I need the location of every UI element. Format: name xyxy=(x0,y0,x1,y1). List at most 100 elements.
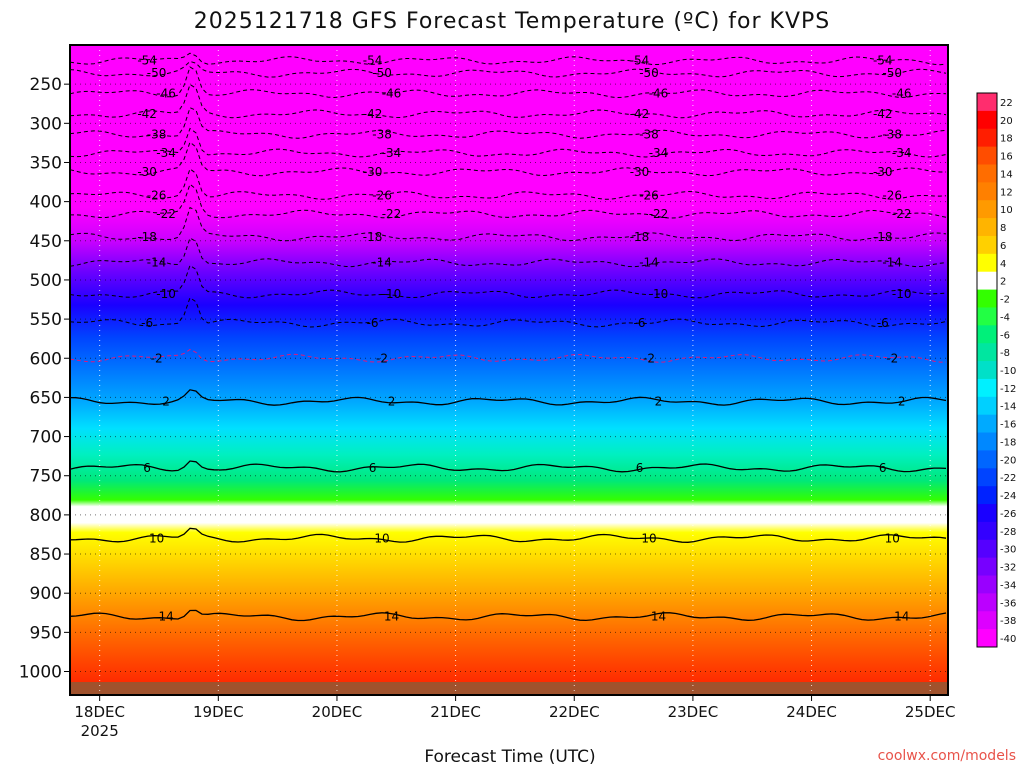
isotherm-line xyxy=(69,107,947,139)
colorbar-cell xyxy=(977,450,997,469)
plot-frame xyxy=(69,44,949,696)
isotherm-label: -30 xyxy=(630,165,650,179)
colorbar-cell xyxy=(977,575,997,594)
isotherm-label: -2 xyxy=(376,351,388,365)
x-tick-sublabel: 2025 xyxy=(81,722,119,740)
isotherm-label: -2 xyxy=(151,351,163,365)
colorbar-cell xyxy=(977,361,997,380)
colorbar-label: 6 xyxy=(1000,241,1006,252)
isotherm-contours: -54 -54 -54 -54-50 -50 -50 -50-46 -46 -46 -46-42-… xyxy=(69,52,947,624)
colorbar-label: -20 xyxy=(1000,455,1016,466)
y-tick-label: 1000 xyxy=(19,663,62,683)
isotherm-label: -22 xyxy=(382,207,402,221)
isotherm-label: -34 xyxy=(892,146,912,160)
y-tick-label: 900 xyxy=(30,584,62,604)
isotherm-label: -6 xyxy=(367,316,379,330)
isotherm-label: -34 xyxy=(156,146,176,160)
x-tick-label: 19DEC xyxy=(193,703,244,721)
colorbar-label: -8 xyxy=(1000,348,1010,359)
isotherm-line xyxy=(69,609,947,622)
isotherm-label: -10 xyxy=(892,287,912,301)
colorbar-label: -6 xyxy=(1000,330,1010,341)
isotherm-line xyxy=(69,60,947,78)
y-tick-label: 950 xyxy=(30,623,62,643)
y-tick-label: 650 xyxy=(30,388,62,408)
y-tick-label: 700 xyxy=(30,428,62,448)
isotherm-line xyxy=(69,141,946,177)
isotherm-label: -22 xyxy=(156,207,176,221)
isotherm-line xyxy=(69,183,947,219)
colorbar-cell xyxy=(977,271,997,291)
isotherm-label: -6 xyxy=(141,316,153,330)
colorbar-cell xyxy=(977,378,997,398)
colorbar-cell xyxy=(977,235,997,255)
isotherm-label: -6 xyxy=(877,316,889,330)
y-tick-label: 300 xyxy=(30,114,62,134)
colorbar-cell xyxy=(977,253,997,273)
isotherm-label: -38 xyxy=(372,127,392,141)
y-tick-label: 250 xyxy=(30,75,62,95)
colorbar-cell xyxy=(977,504,997,523)
isotherm-label: -54 xyxy=(363,54,383,68)
colorbar-label: -40 xyxy=(1000,634,1016,645)
colorbar-cell xyxy=(977,539,997,559)
colorbar-label: 12 xyxy=(1000,187,1013,198)
isotherm-label: -54 xyxy=(137,54,157,68)
colorbar-label: 16 xyxy=(1000,152,1013,163)
isotherm-label: -18 xyxy=(873,230,893,244)
y-tick-label: 400 xyxy=(30,193,62,213)
y-tick-label: 500 xyxy=(30,271,62,291)
isotherm-label: 14 xyxy=(384,610,399,624)
isotherm-label: 2 xyxy=(388,394,396,408)
colorbar-label: -34 xyxy=(1000,580,1016,591)
colorbar-label: -36 xyxy=(1000,598,1016,609)
isotherm-label: -42 xyxy=(363,107,383,121)
isotherm-label: 10 xyxy=(641,531,656,545)
isotherm-label: -18 xyxy=(137,230,157,244)
isotherm-label: -38 xyxy=(882,127,902,141)
colorbar-label: 4 xyxy=(1000,259,1006,270)
colorbar-label: -32 xyxy=(1000,563,1016,574)
colorbar-cell xyxy=(977,521,997,541)
isotherm-label: -14 xyxy=(882,256,902,270)
isotherm-label: -26 xyxy=(639,188,659,202)
isotherm-label: -38 xyxy=(639,127,659,141)
isotherm-label: 14 xyxy=(894,610,909,624)
colorbar-label: 10 xyxy=(1000,205,1013,216)
colorbar-label: 2 xyxy=(1000,277,1006,288)
isotherm-label: 2 xyxy=(898,394,906,408)
y-tick-label: 450 xyxy=(30,232,62,252)
isotherm-label: -2 xyxy=(643,351,655,365)
colorbar-cell xyxy=(977,200,997,219)
isotherm-label: 2 xyxy=(162,394,170,408)
isotherm-label: -26 xyxy=(882,188,902,202)
isotherm-line xyxy=(69,127,947,158)
isotherm-label: -10 xyxy=(649,287,669,301)
colorbar-label: -10 xyxy=(1000,366,1016,377)
isotherm-label: -14 xyxy=(372,256,392,270)
x-axis-label: Forecast Time (UTC) xyxy=(424,747,595,767)
y-tick-label: 850 xyxy=(30,545,62,565)
isotherm-label: -38 xyxy=(147,127,167,141)
temperature-field xyxy=(70,45,948,695)
isotherm-line xyxy=(69,527,947,543)
isotherm-label: -46 xyxy=(156,87,176,101)
isotherm-label: -18 xyxy=(630,230,650,244)
colorbar-cell xyxy=(977,486,997,505)
isotherm-label: -34 xyxy=(382,146,402,160)
y-axis-ticks: 250 300 350 400 450 500 550 600 650 700 750 800 850 9… xyxy=(19,75,70,683)
isotherm-label: -42 xyxy=(137,107,157,121)
isotherm-label: -14 xyxy=(639,256,659,270)
isotherm-label: -30 xyxy=(363,165,383,179)
isotherm-label: -46 xyxy=(892,87,912,101)
y-tick-label: 600 xyxy=(30,349,62,369)
colorbar-cell xyxy=(977,289,997,308)
isotherm-label: -26 xyxy=(147,188,167,202)
x-tick-label: 22DEC xyxy=(549,703,600,721)
isotherm-label: -26 xyxy=(372,188,392,202)
colorbar-cell xyxy=(977,128,997,148)
colorbar-label: -26 xyxy=(1000,509,1016,520)
colorbar-cell xyxy=(977,396,997,416)
